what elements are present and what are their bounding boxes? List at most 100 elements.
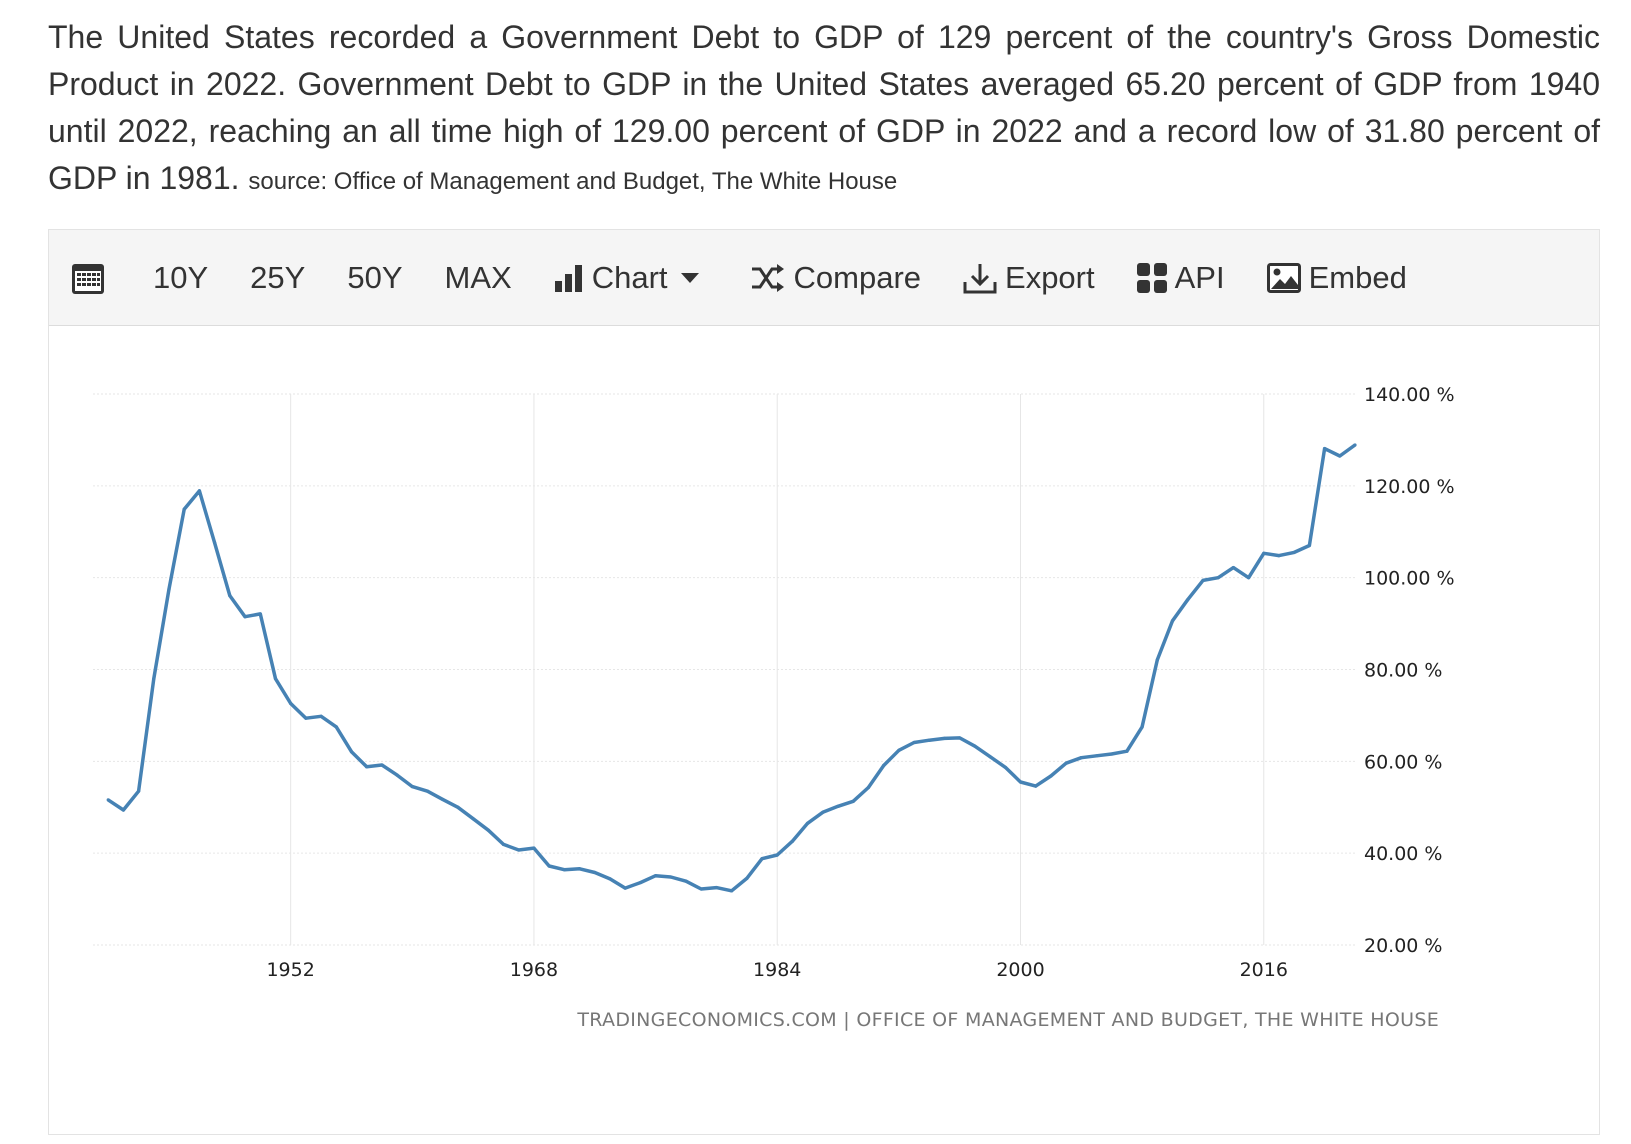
- data-point-1984: [775, 853, 779, 857]
- data-point-1940: [106, 798, 110, 802]
- data-point-1998: [988, 755, 992, 759]
- export-button[interactable]: Export: [963, 260, 1095, 296]
- data-point-2004: [1079, 756, 1083, 760]
- data-point-1941: [121, 808, 126, 812]
- y-tick-label-20: 20.00 %: [1364, 935, 1443, 957]
- data-point-2000: [1018, 780, 1023, 784]
- data-point-2006: [1110, 752, 1114, 756]
- data-point-2019: [1307, 543, 1311, 548]
- data-point-1979: [699, 887, 703, 891]
- data-point-1944: [167, 587, 171, 591]
- data-point-1983: [760, 857, 764, 861]
- range-25y-button[interactable]: 25Y: [250, 259, 306, 295]
- data-point-2022: [1353, 443, 1357, 447]
- data-point-1976: [653, 874, 658, 878]
- data-point-1942: [137, 789, 141, 793]
- data-point-1953: [304, 716, 308, 720]
- y-tick-label-60: 60.00 %: [1364, 751, 1443, 773]
- calendar-icon: [72, 263, 104, 294]
- bar-chart-icon: [554, 264, 582, 292]
- data-point-1943: [152, 677, 156, 681]
- chart-credit: TRADINGECONOMICS.COM | OFFICE OF MANAGEM…: [576, 1009, 1439, 1031]
- data-point-1999: [1003, 765, 1007, 769]
- data-point-1951: [273, 677, 278, 681]
- data-point-2002: [1049, 774, 1053, 778]
- data-point-1949: [243, 615, 247, 619]
- data-point-1982: [745, 876, 749, 881]
- api-button[interactable]: API: [1136, 260, 1225, 296]
- chart-type-button[interactable]: Chart: [554, 260, 708, 296]
- data-point-1994: [927, 738, 931, 742]
- y-tick-label-100: 100.00 %: [1364, 568, 1455, 590]
- data-point-1950: [258, 612, 262, 616]
- data-point-2009: [1155, 658, 1159, 662]
- data-point-1959: [395, 773, 399, 777]
- source-text: source: Office of Management and Budget,…: [248, 168, 898, 195]
- data-point-2018: [1292, 550, 1296, 555]
- shuffle-icon: [751, 263, 784, 292]
- chart-panel: 10Y 25Y 50Y MAX Chart Compare: [48, 229, 1600, 1135]
- data-point-2005: [1094, 754, 1099, 758]
- data-point-1990: [866, 785, 871, 790]
- y-tick-label-120: 120.00 %: [1364, 476, 1455, 498]
- range-max-button[interactable]: MAX: [444, 259, 512, 295]
- data-point-1948: [228, 593, 232, 598]
- data-point-2001: [1034, 784, 1038, 788]
- data-point-1969: [547, 864, 551, 868]
- data-point-2010: [1170, 619, 1175, 623]
- data-point-1957: [365, 765, 369, 769]
- x-tick-label-2000: 2000: [996, 959, 1044, 981]
- data-point-1963: [456, 805, 460, 809]
- compare-button[interactable]: Compare: [750, 260, 921, 296]
- toolbar: 10Y 25Y 50Y MAX Chart Compare: [49, 230, 1599, 326]
- data-points: [106, 443, 1357, 893]
- data-point-1989: [851, 799, 855, 803]
- x-tick-label-1984: 1984: [753, 959, 801, 981]
- y-tick-label-140: 140.00 %: [1364, 384, 1455, 406]
- image-icon: [1266, 262, 1301, 293]
- data-point-2013: [1216, 576, 1220, 580]
- data-point-2012: [1201, 578, 1205, 583]
- data-point-1997: [973, 744, 977, 748]
- data-point-1975: [638, 880, 642, 885]
- data-point-1947: [213, 541, 217, 545]
- data-point-1993: [912, 740, 916, 745]
- data-point-2015: [1246, 576, 1251, 580]
- data-point-1964: [471, 817, 475, 821]
- line-chart: 20.00 % 40.00 % 60.00 % 80.00 % 100.00 % 120.…: [93, 384, 1455, 1031]
- data-point-1962: [441, 797, 445, 802]
- embed-button[interactable]: Embed: [1266, 260, 1407, 296]
- data-point-1978: [684, 879, 688, 883]
- grid: [93, 393, 1355, 946]
- axis-ticks: 20.00 % 40.00 % 60.00 % 80.00 % 100.00 % 120.…: [266, 384, 1454, 981]
- y-tick-label-80: 80.00 %: [1364, 660, 1443, 682]
- data-point-1967: [517, 848, 521, 852]
- export-label: Export: [1005, 259, 1095, 295]
- data-point-1946: [197, 489, 202, 493]
- data-point-1992: [897, 748, 901, 752]
- x-tick-label-1952: 1952: [266, 959, 314, 981]
- data-point-1995: [942, 736, 947, 740]
- data-point-1960: [410, 784, 414, 789]
- range-50y-button[interactable]: 50Y: [347, 259, 403, 295]
- data-point-1972: [593, 870, 597, 875]
- data-point-1958: [380, 763, 384, 767]
- data-point-2014: [1231, 565, 1235, 570]
- data-point-1956: [349, 750, 354, 754]
- api-grid-icon: [1136, 262, 1167, 293]
- data-point-1991: [882, 763, 886, 768]
- description-text: The United States recorded a Government …: [48, 19, 1600, 196]
- data-point-2016: [1262, 551, 1266, 555]
- data-point-1966: [501, 842, 506, 847]
- data-point-1985: [790, 839, 795, 843]
- calendar-button[interactable]: [71, 261, 113, 295]
- data-point-1974: [623, 886, 627, 890]
- data-point-2021: [1338, 454, 1342, 458]
- x-tick-label-1968: 1968: [510, 959, 558, 981]
- data-point-2011: [1186, 598, 1190, 602]
- data-point-1981: [730, 889, 734, 893]
- data-point-1961: [425, 789, 430, 793]
- data-point-1980: [714, 886, 718, 890]
- data-point-1996: [958, 736, 962, 740]
- range-10y-button[interactable]: 10Y: [153, 259, 209, 295]
